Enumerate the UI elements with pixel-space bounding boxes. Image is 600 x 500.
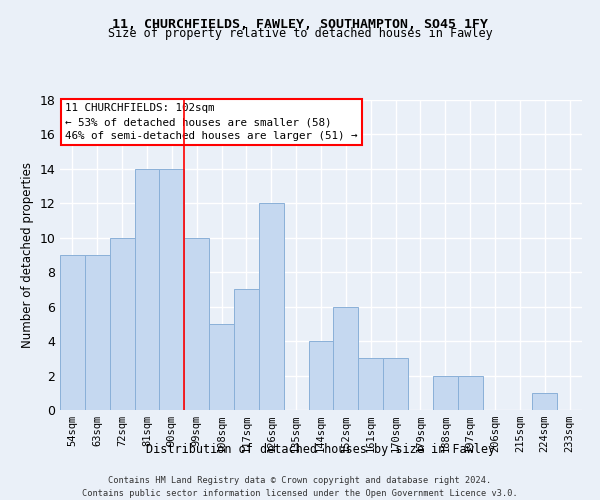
Text: 11, CHURCHFIELDS, FAWLEY, SOUTHAMPTON, SO45 1FY: 11, CHURCHFIELDS, FAWLEY, SOUTHAMPTON, S… xyxy=(112,18,488,30)
Bar xyxy=(259,204,284,410)
Bar xyxy=(184,238,209,410)
Bar xyxy=(160,169,184,410)
Text: Distribution of detached houses by size in Fawley: Distribution of detached houses by size … xyxy=(146,442,496,456)
Bar xyxy=(334,306,358,410)
Bar xyxy=(209,324,234,410)
Text: Contains HM Land Registry data © Crown copyright and database right 2024.
Contai: Contains HM Land Registry data © Crown c… xyxy=(82,476,518,498)
Y-axis label: Number of detached properties: Number of detached properties xyxy=(21,162,34,348)
Bar xyxy=(234,290,259,410)
Text: Size of property relative to detached houses in Fawley: Size of property relative to detached ho… xyxy=(107,28,493,40)
Bar xyxy=(85,255,110,410)
Bar xyxy=(383,358,408,410)
Bar xyxy=(458,376,482,410)
Bar xyxy=(134,169,160,410)
Bar xyxy=(110,238,134,410)
Bar xyxy=(532,393,557,410)
Bar xyxy=(358,358,383,410)
Text: 11 CHURCHFIELDS: 102sqm
← 53% of detached houses are smaller (58)
46% of semi-de: 11 CHURCHFIELDS: 102sqm ← 53% of detache… xyxy=(65,103,358,141)
Bar xyxy=(433,376,458,410)
Bar xyxy=(308,341,334,410)
Bar xyxy=(60,255,85,410)
